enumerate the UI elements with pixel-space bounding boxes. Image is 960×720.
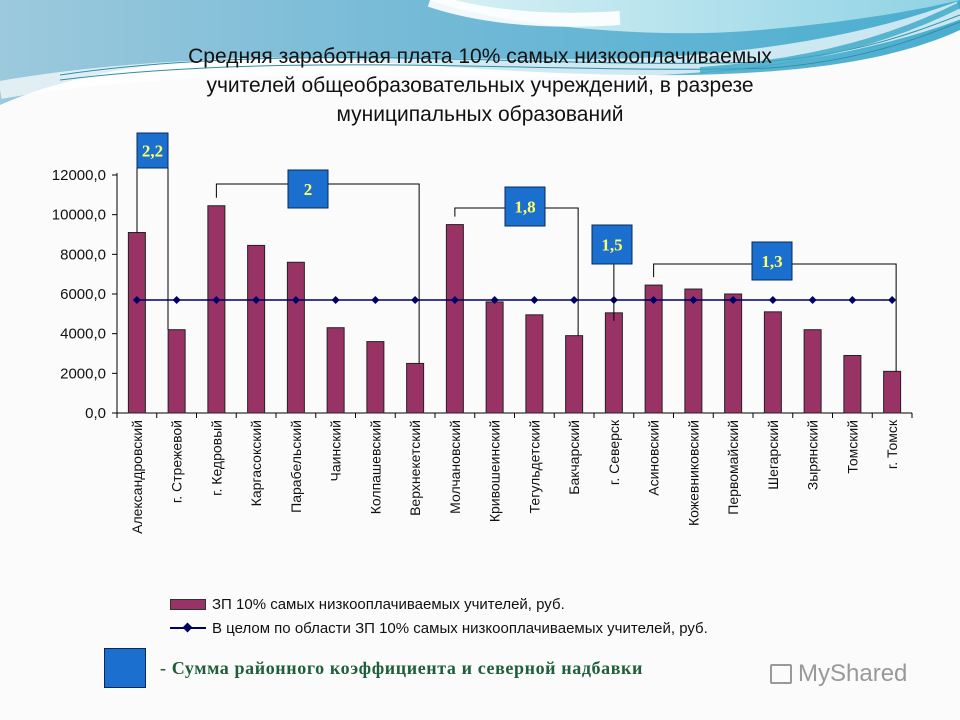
bar — [724, 293, 743, 414]
legend-line-label: В целом по области ЗП 10% самых низкоопл… — [212, 619, 708, 637]
bar — [167, 329, 186, 414]
legend-line-swatch — [170, 622, 206, 634]
x-category-label: Верхнекетский — [407, 420, 423, 516]
x-category-label: Тегульдетский — [526, 420, 542, 513]
line-marker — [729, 295, 738, 304]
line-marker — [570, 295, 579, 304]
x-category-label: Томский — [844, 420, 860, 474]
chart-legend: ЗП 10% самых низкооплачиваемых учителей,… — [170, 592, 708, 640]
bar — [247, 244, 266, 414]
coefficient-box — [287, 169, 329, 209]
legend-bar-swatch — [170, 598, 206, 610]
line-marker — [808, 295, 817, 304]
x-category-label: Александровский — [129, 420, 145, 534]
line-marker — [689, 295, 698, 304]
watermark: MyShared — [770, 660, 907, 688]
coefficient-legend-text: - Сумма районного коэффициента и северно… — [160, 657, 643, 678]
line-marker — [888, 295, 897, 304]
bar — [763, 311, 782, 414]
y-tick-label: 4000,0 — [60, 326, 106, 343]
line-marker — [490, 295, 499, 304]
x-category-label: г. Северск — [606, 419, 622, 485]
bar — [445, 224, 464, 414]
bar — [843, 354, 862, 414]
x-category-label: Чаинский — [328, 420, 344, 481]
coefficient-label: 1,8 — [514, 198, 535, 217]
coefficient-label: 1,3 — [761, 252, 782, 271]
coefficient-legend: - Сумма районного коэффициента и северно… — [104, 648, 643, 688]
x-category-label: Первомайский — [725, 420, 741, 515]
title-line-3: муниципальных образований — [336, 103, 624, 126]
y-tick-label: 8000,0 — [60, 246, 106, 263]
bar — [565, 335, 584, 414]
bracket-line — [454, 207, 579, 336]
bar — [366, 341, 385, 414]
bracket-line — [215, 183, 420, 364]
bar — [644, 284, 663, 414]
x-category-label: Зырянский — [805, 420, 821, 490]
coefficient-box — [591, 224, 633, 265]
line-marker — [848, 295, 857, 304]
bar — [485, 301, 504, 414]
x-category-label: Шегарский — [765, 420, 781, 490]
bar — [684, 288, 703, 414]
y-tick-label: 12000,0 — [52, 167, 106, 184]
x-category-label: Бакчарский — [566, 420, 582, 495]
line-marker — [331, 295, 340, 304]
y-tick-label: 10000,0 — [52, 207, 106, 224]
coefficient-box — [504, 186, 546, 227]
bar — [207, 205, 226, 414]
coefficient-label: 2 — [304, 180, 313, 199]
line-marker — [212, 295, 221, 304]
bar — [525, 314, 544, 414]
line-marker — [252, 295, 261, 304]
bar — [326, 327, 345, 414]
x-category-label: Кривошеинский — [487, 420, 503, 522]
x-category-label: Парабельский — [288, 420, 304, 513]
line-marker — [371, 295, 380, 304]
x-category-label: г. Стрежевой — [169, 420, 185, 503]
slide-title: Средняя заработная плата 10% самых низко… — [100, 42, 860, 129]
line-marker — [450, 295, 459, 304]
x-category-label: Молчановский — [447, 420, 463, 514]
x-category-label: Асиновский — [646, 420, 662, 496]
line-marker — [132, 295, 141, 304]
line-marker — [649, 295, 658, 304]
x-category-label: Колпашевский — [367, 420, 383, 514]
y-tick-label: 6000,0 — [60, 286, 106, 303]
y-tick-label: 2000,0 — [60, 365, 106, 382]
y-tick-label: 0,0 — [85, 405, 106, 422]
bar — [127, 232, 146, 414]
x-category-label: Каргасокский — [248, 420, 264, 506]
title-line-2: учителей общеобразовательных учреждений,… — [206, 74, 754, 97]
watermark-text: MyShared — [798, 660, 908, 687]
bar — [803, 329, 822, 414]
coefficient-label: 2,2 — [142, 142, 163, 161]
bar — [883, 370, 902, 414]
line-marker — [530, 295, 539, 304]
line-marker — [291, 295, 300, 304]
bar — [406, 362, 425, 414]
coefficient-box — [136, 132, 169, 169]
legend-item-bar: ЗП 10% самых низкооплачиваемых учителей,… — [170, 592, 708, 616]
legend-bar-label: ЗП 10% самых низкооплачиваемых учителей,… — [212, 595, 565, 613]
bar — [604, 312, 623, 414]
bar — [286, 261, 305, 414]
coefficient-label: 1,5 — [601, 236, 622, 255]
coefficient-box — [751, 241, 793, 281]
presentation-icon — [770, 664, 792, 684]
line-marker — [172, 295, 181, 304]
x-category-label: Кожевниковский — [685, 420, 701, 526]
title-line-1: Средняя заработная плата 10% самых низко… — [188, 45, 772, 68]
legend-item-line: В целом по области ЗП 10% самых низкоопл… — [170, 616, 708, 640]
x-category-label: г. Томск — [884, 419, 900, 469]
x-category-label: г. Кедровый — [208, 420, 224, 496]
line-marker — [768, 295, 777, 304]
line-marker — [411, 295, 420, 304]
coefficient-swatch — [104, 648, 146, 688]
